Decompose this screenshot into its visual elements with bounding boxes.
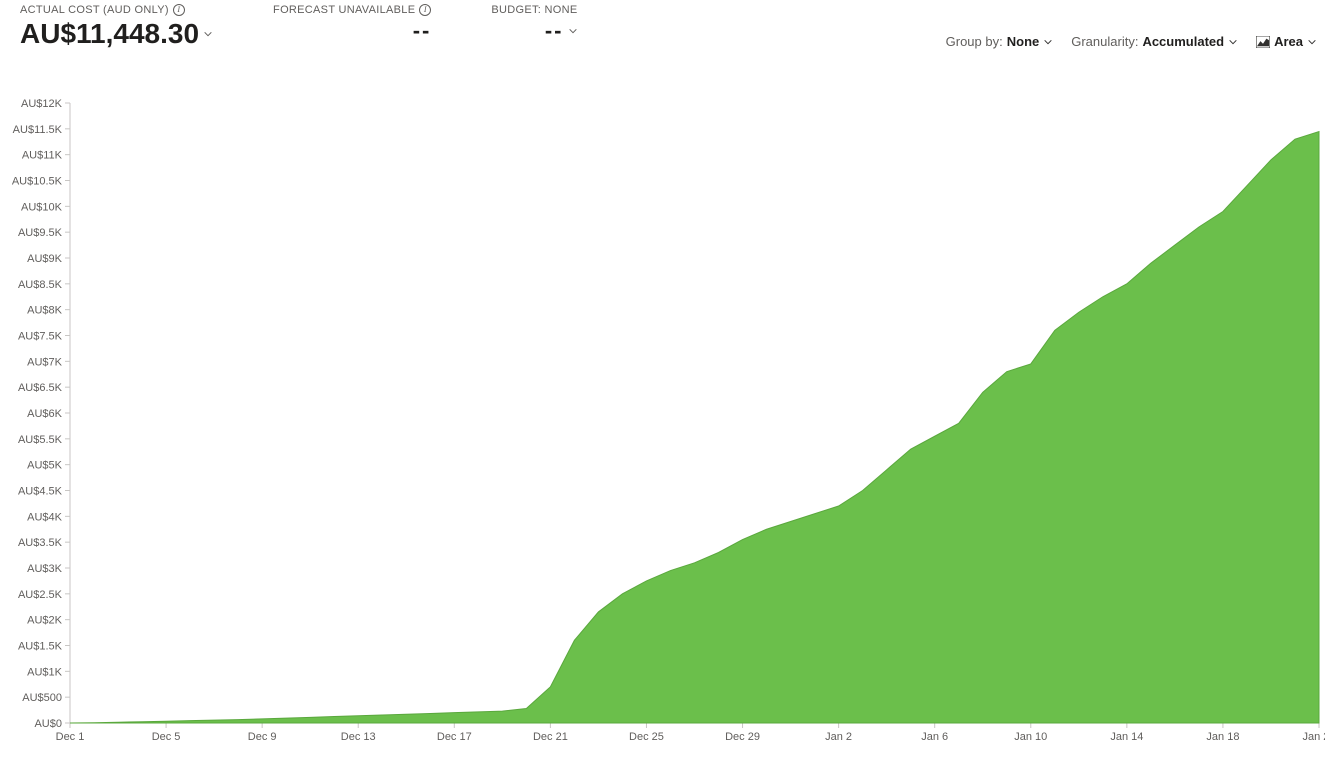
group-by-label: Group by: (946, 34, 1003, 49)
svg-text:Dec 13: Dec 13 (341, 731, 376, 743)
svg-text:AU$5.5K: AU$5.5K (18, 434, 63, 446)
svg-text:Jan 6: Jan 6 (921, 731, 948, 743)
area-chart-icon (1256, 36, 1270, 48)
svg-text:AU$4.5K: AU$4.5K (18, 486, 63, 498)
chevron-down-icon (568, 26, 578, 36)
forecast-value-row: -- (273, 18, 431, 44)
chevron-down-icon (1043, 37, 1053, 47)
svg-text:AU$1K: AU$1K (27, 666, 63, 678)
svg-text:Dec 9: Dec 9 (248, 731, 277, 743)
actual-cost-value-row[interactable]: AU$11,448.30 (20, 18, 213, 50)
svg-text:AU$2K: AU$2K (27, 615, 63, 627)
svg-text:Jan 14: Jan 14 (1110, 731, 1143, 743)
budget-value: -- (545, 18, 564, 44)
chart-type-dropdown[interactable]: Area (1256, 34, 1317, 49)
svg-text:AU$6.5K: AU$6.5K (18, 382, 63, 394)
svg-text:AU$10.5K: AU$10.5K (12, 176, 63, 188)
chevron-down-icon (1307, 37, 1317, 47)
budget-metric: BUDGET: NONE -- (491, 4, 577, 44)
svg-text:AU$6K: AU$6K (27, 408, 63, 420)
svg-text:Dec 17: Dec 17 (437, 731, 472, 743)
metrics-header: ACTUAL COST (AUD ONLY) i AU$11,448.30 FO… (0, 0, 1337, 60)
granularity-label: Granularity: (1071, 34, 1138, 49)
svg-text:Jan 10: Jan 10 (1014, 731, 1047, 743)
budget-label-text: BUDGET: NONE (491, 4, 577, 16)
svg-text:Dec 29: Dec 29 (725, 731, 760, 743)
granularity-dropdown[interactable]: Granularity: Accumulated (1071, 34, 1238, 49)
cost-analysis-panel: ACTUAL COST (AUD ONLY) i AU$11,448.30 FO… (0, 0, 1337, 757)
forecast-value: -- (413, 18, 432, 44)
svg-text:AU$8K: AU$8K (27, 305, 63, 317)
chart-canvas: AU$0 AU$500 AU$1K AU$1.5K AU$2K AU$2.5K AU$3K A… (10, 95, 1325, 745)
granularity-value: Accumulated (1142, 34, 1224, 49)
actual-cost-label-text: ACTUAL COST (AUD ONLY) (20, 4, 169, 16)
svg-text:Jan 2: Jan 2 (825, 731, 852, 743)
forecast-label: FORECAST UNAVAILABLE i (273, 4, 431, 16)
svg-text:AU$9.5K: AU$9.5K (18, 227, 63, 239)
forecast-label-text: FORECAST UNAVAILABLE (273, 4, 415, 16)
budget-label: BUDGET: NONE (491, 4, 577, 16)
svg-text:Dec 1: Dec 1 (56, 731, 85, 743)
svg-text:Jan 22: Jan 22 (1302, 731, 1325, 743)
svg-text:Dec 21: Dec 21 (533, 731, 568, 743)
svg-text:Dec 25: Dec 25 (629, 731, 664, 743)
actual-cost-value: AU$11,448.30 (20, 18, 199, 50)
forecast-metric: FORECAST UNAVAILABLE i -- (273, 4, 431, 44)
svg-text:AU$7.5K: AU$7.5K (18, 331, 63, 343)
actual-cost-metric: ACTUAL COST (AUD ONLY) i AU$11,448.30 (20, 4, 213, 50)
chart-type-value: Area (1274, 34, 1303, 49)
svg-text:AU$8.5K: AU$8.5K (18, 279, 63, 291)
chart-controls: Group by: None Granularity: Accumulated … (946, 34, 1317, 49)
svg-text:AU$3K: AU$3K (27, 563, 63, 575)
svg-text:AU$11K: AU$11K (22, 150, 63, 162)
svg-text:Jan 18: Jan 18 (1206, 731, 1239, 743)
info-icon[interactable]: i (173, 4, 185, 16)
svg-text:AU$2.5K: AU$2.5K (18, 589, 63, 601)
svg-text:AU$3.5K: AU$3.5K (18, 537, 63, 549)
svg-text:AU$5K: AU$5K (27, 460, 63, 472)
budget-value-row[interactable]: -- (491, 18, 577, 44)
svg-text:AU$10K: AU$10K (21, 201, 63, 213)
svg-text:AU$4K: AU$4K (27, 511, 63, 523)
svg-text:AU$12K: AU$12K (21, 98, 63, 110)
svg-text:AU$1.5K: AU$1.5K (18, 641, 63, 653)
svg-text:AU$7K: AU$7K (27, 356, 63, 368)
actual-cost-label: ACTUAL COST (AUD ONLY) i (20, 4, 213, 16)
svg-text:Dec 5: Dec 5 (152, 731, 181, 743)
svg-text:AU$0: AU$0 (34, 718, 62, 730)
svg-text:AU$500: AU$500 (22, 692, 62, 704)
group-by-value: None (1007, 34, 1040, 49)
svg-text:AU$9K: AU$9K (27, 253, 63, 265)
chevron-down-icon (203, 29, 213, 39)
chevron-down-icon (1228, 37, 1238, 47)
cost-area-chart: AU$0 AU$500 AU$1K AU$1.5K AU$2K AU$2.5K AU$3K A… (10, 95, 1325, 745)
info-icon[interactable]: i (419, 4, 431, 16)
svg-text:AU$11.5K: AU$11.5K (13, 124, 63, 136)
group-by-dropdown[interactable]: Group by: None (946, 34, 1054, 49)
